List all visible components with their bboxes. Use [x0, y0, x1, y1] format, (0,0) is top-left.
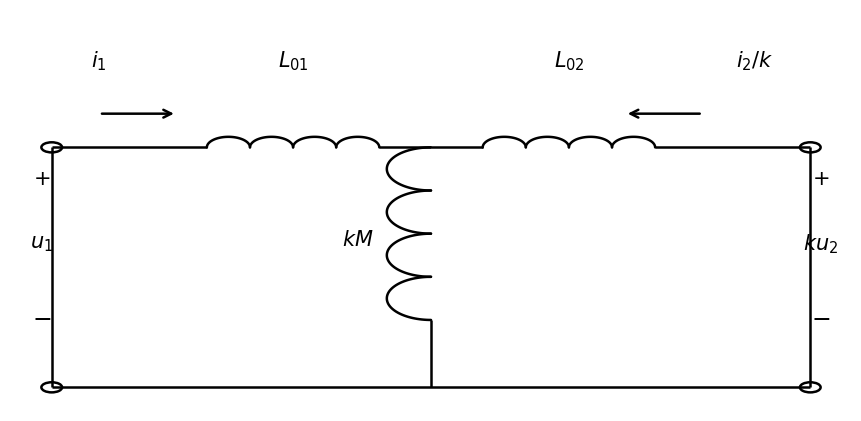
Text: $+$: $+$: [811, 169, 828, 189]
Text: $kM$: $kM$: [342, 230, 373, 250]
Text: $L_{02}$: $L_{02}$: [553, 49, 584, 73]
Text: $i_2/k$: $i_2/k$: [734, 49, 772, 73]
Text: $u_1$: $u_1$: [30, 234, 53, 254]
Text: $L_{01}$: $L_{01}$: [277, 49, 308, 73]
Text: $ku_2$: $ku_2$: [802, 232, 837, 256]
Text: $+$: $+$: [33, 169, 50, 189]
Text: $-$: $-$: [32, 306, 51, 330]
Text: $i_1$: $i_1$: [91, 49, 107, 73]
Text: $-$: $-$: [810, 306, 829, 330]
